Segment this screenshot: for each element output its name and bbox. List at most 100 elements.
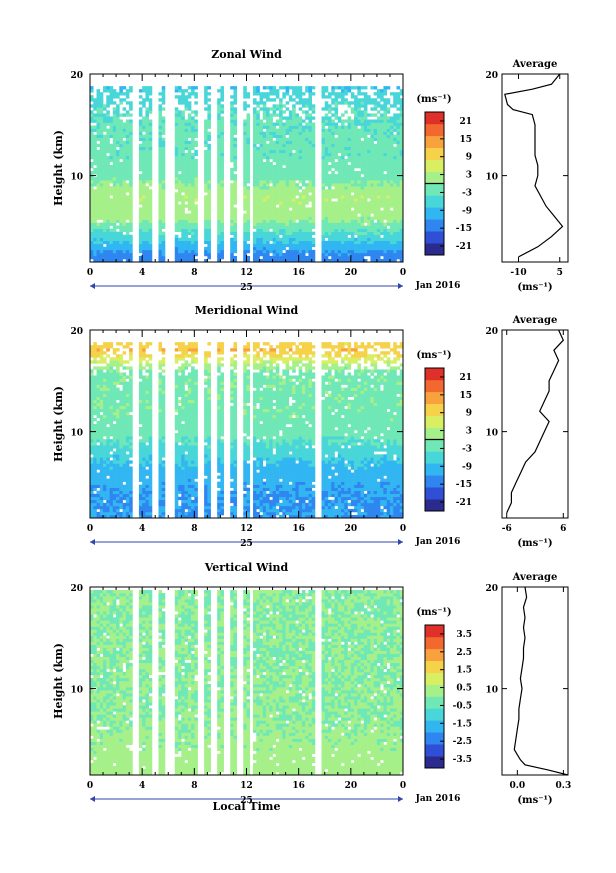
heatmap-cell <box>187 92 192 96</box>
heatmap-cell <box>106 171 110 175</box>
heatmap-cell <box>288 177 293 181</box>
heatmap-cell <box>129 234 133 239</box>
heatmap-cell <box>295 252 299 257</box>
heatmap-cell <box>187 174 192 178</box>
heatmap-cell <box>376 195 381 199</box>
y-tick-label: 20 <box>70 71 83 81</box>
heatmap-cell <box>321 255 326 260</box>
heatmap-cell <box>109 420 114 425</box>
heatmap-cell <box>90 186 94 190</box>
heatmap-cell <box>266 161 270 166</box>
heatmap-cell <box>96 466 101 470</box>
heatmap-cell <box>93 198 97 202</box>
heatmap-cell <box>204 101 208 105</box>
heatmap-cell <box>282 143 286 148</box>
heatmap-cell <box>96 204 101 208</box>
heatmap-cell <box>376 258 381 263</box>
heatmap-cell <box>217 186 221 190</box>
heatmap-cell <box>106 243 110 248</box>
heatmap-cell <box>103 140 107 145</box>
heatmap-cell <box>347 134 352 138</box>
heatmap-cell <box>295 207 299 211</box>
heatmap-cell <box>233 152 238 157</box>
heatmap-cell <box>112 101 117 105</box>
heatmap-cell <box>393 234 397 239</box>
heatmap-cell <box>386 131 391 135</box>
heatmap-cell <box>145 237 149 242</box>
heatmap-cell <box>178 243 182 248</box>
heatmap-cell <box>148 137 153 142</box>
heatmap-cell <box>106 219 110 223</box>
heatmap-cell <box>324 204 329 208</box>
heatmap-cell <box>334 186 339 190</box>
heatmap-cell <box>279 101 283 105</box>
heatmap-cell <box>279 210 283 214</box>
heatmap-cell <box>350 143 355 148</box>
heatmap-cell <box>357 128 361 132</box>
heatmap-cell <box>109 131 114 135</box>
heatmap-cell <box>138 107 143 111</box>
heatmap-cell <box>138 255 143 260</box>
heatmap-cell <box>253 243 257 248</box>
heatmap-cell <box>337 146 342 151</box>
heatmap-cell <box>112 207 117 211</box>
heatmap-cell <box>90 505 94 510</box>
average-y-tick-label: 20 <box>485 71 498 81</box>
heatmap-cell <box>145 436 149 440</box>
heatmap-cell <box>122 442 127 446</box>
heatmap-cell <box>376 216 381 220</box>
heatmap-cell <box>399 189 404 193</box>
heatmap-cell <box>93 210 97 214</box>
heatmap-cell <box>142 155 146 160</box>
heatmap-cell <box>125 463 130 467</box>
heatmap-cell <box>145 116 149 120</box>
heatmap-cell <box>331 89 335 93</box>
heatmap-cell <box>119 113 123 117</box>
heatmap-cell <box>109 207 114 211</box>
heatmap-cell <box>357 146 361 151</box>
heatmap-cell <box>194 158 198 163</box>
heatmap-cell <box>194 161 198 166</box>
heatmap-cell <box>119 134 123 138</box>
heatmap-cell <box>380 183 384 187</box>
heatmap-cell <box>363 98 368 102</box>
heatmap-cell <box>217 189 221 193</box>
heatmap-cell <box>90 508 94 513</box>
heatmap-cell <box>142 463 146 467</box>
heatmap-cell <box>321 204 326 208</box>
heatmap-cell <box>380 155 384 160</box>
heatmap-cell <box>145 140 149 145</box>
heatmap-cell <box>122 237 127 242</box>
heatmap-cell <box>272 92 277 96</box>
heatmap-cell <box>370 155 374 160</box>
heatmap-cell <box>331 98 335 102</box>
heatmap-cell <box>194 171 198 175</box>
heatmap-cell <box>90 469 94 473</box>
heatmap-cell <box>204 237 208 242</box>
colorbar-tick-label: 15 <box>459 135 472 145</box>
heatmap-cell <box>96 414 101 419</box>
heatmap-cell <box>399 140 404 145</box>
heatmap-cell <box>301 204 306 208</box>
heatmap-cell <box>301 158 306 163</box>
heatmap-cell <box>243 89 247 93</box>
heatmap-cell <box>119 460 123 464</box>
heatmap-cell <box>217 192 221 196</box>
heatmap-cell <box>282 125 286 129</box>
heatmap-cell <box>262 246 267 251</box>
heatmap-cell <box>181 149 185 154</box>
heatmap-cell <box>129 484 133 488</box>
heatmap-cell <box>272 213 277 217</box>
heatmap-cell <box>191 92 195 96</box>
heatmap-cell <box>142 213 146 217</box>
heatmap-cell <box>184 140 189 145</box>
heatmap-cell <box>145 454 149 458</box>
heatmap-cell <box>344 186 348 190</box>
heatmap-cell <box>129 493 133 498</box>
heatmap-cell <box>119 472 123 476</box>
heatmap-cell <box>259 213 264 217</box>
heatmap-cell <box>285 149 290 154</box>
heatmap-cell <box>393 228 397 232</box>
heatmap-cell <box>386 155 391 160</box>
heatmap-cell <box>363 125 368 129</box>
